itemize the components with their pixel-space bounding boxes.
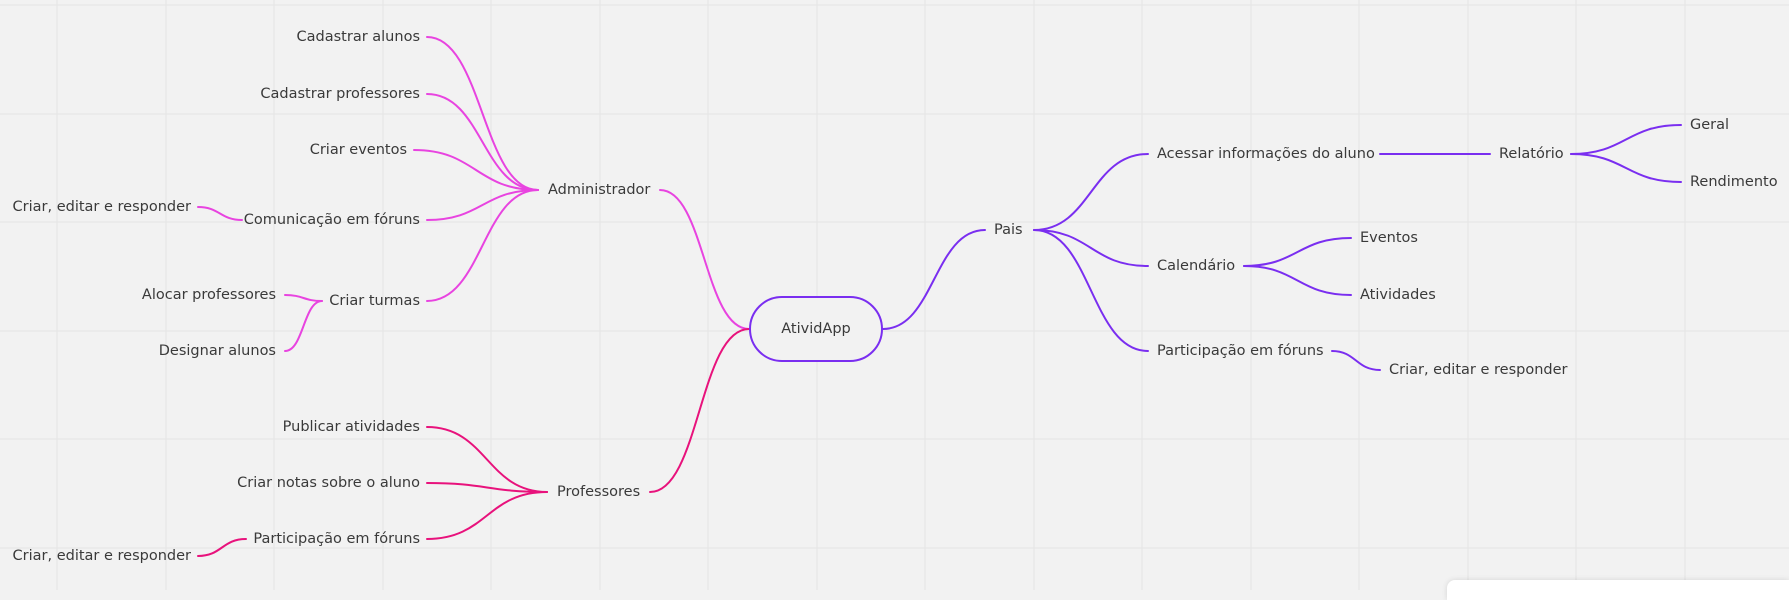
edge-comunicacao-criar-editar bbox=[197, 206, 243, 221]
edge-relatorio-rendimento bbox=[1570, 153, 1682, 183]
edge-admin-comunicacao-foruns bbox=[426, 189, 539, 221]
edge-root-administrador bbox=[659, 189, 750, 330]
node-prof-criar-editar-responder[interactable]: Criar, editar e responder bbox=[12, 548, 191, 564]
connector-lines bbox=[197, 36, 1682, 557]
edge-root-professores bbox=[649, 328, 750, 493]
node-eventos[interactable]: Eventos bbox=[1360, 230, 1418, 246]
edge-prof-participacao-criar-editar bbox=[197, 538, 247, 557]
node-prof-participacao-foruns[interactable]: Participação em fóruns bbox=[253, 531, 420, 547]
node-alocar-professores[interactable]: Alocar professores bbox=[141, 287, 276, 303]
bottom-right-panel[interactable] bbox=[1447, 580, 1789, 600]
edge-admin-cadastrar-alunos bbox=[426, 36, 539, 191]
node-criar-notas[interactable]: Criar notas sobre o aluno bbox=[237, 475, 420, 491]
node-calendario[interactable]: Calendário bbox=[1157, 258, 1236, 274]
edge-prof-publicar bbox=[426, 426, 548, 493]
node-rendimento[interactable]: Rendimento bbox=[1690, 174, 1778, 190]
node-pais-participacao-foruns[interactable]: Participação em fóruns bbox=[1157, 343, 1324, 359]
node-publicar-atividades[interactable]: Publicar atividades bbox=[282, 419, 420, 435]
node-cadastrar-professores[interactable]: Cadastrar professores bbox=[260, 86, 420, 102]
node-criar-turmas[interactable]: Criar turmas bbox=[329, 293, 420, 309]
edge-calendario-eventos bbox=[1243, 237, 1352, 267]
node-professores[interactable]: Professores bbox=[557, 484, 641, 500]
edge-turmas-alocar bbox=[284, 294, 323, 302]
node-administrador[interactable]: Administrador bbox=[548, 182, 651, 198]
edge-pais-acessar bbox=[1033, 153, 1149, 231]
node-comunicacao-foruns[interactable]: Comunicação em fóruns bbox=[243, 212, 420, 228]
root-node-label: AtividApp bbox=[781, 321, 851, 337]
node-cadastrar-alunos[interactable]: Cadastrar alunos bbox=[296, 29, 420, 45]
node-pais[interactable]: Pais bbox=[994, 222, 1023, 238]
node-acessar-informacoes[interactable]: Acessar informações do aluno bbox=[1157, 146, 1375, 162]
edge-prof-participacao bbox=[426, 491, 548, 540]
edge-root-pais bbox=[882, 229, 986, 330]
edge-pais-participacao bbox=[1033, 229, 1149, 352]
node-atividades[interactable]: Atividades bbox=[1360, 287, 1436, 303]
node-geral[interactable]: Geral bbox=[1690, 117, 1730, 133]
edge-pais-calendario bbox=[1033, 229, 1149, 267]
edge-turmas-designar bbox=[284, 300, 323, 352]
edge-admin-cadastrar-professores bbox=[426, 93, 539, 191]
node-designar-alunos[interactable]: Designar alunos bbox=[158, 343, 276, 359]
edge-admin-criar-turmas bbox=[426, 189, 539, 302]
edge-admin-criar-eventos bbox=[413, 149, 539, 191]
node-relatorio[interactable]: Relatório bbox=[1499, 146, 1564, 162]
node-criar-eventos[interactable]: Criar eventos bbox=[309, 142, 407, 158]
node-admin-criar-editar-responder[interactable]: Criar, editar e responder bbox=[12, 199, 191, 215]
node-pais-criar-editar-responder[interactable]: Criar, editar e responder bbox=[1389, 362, 1568, 378]
root-node-atividapp[interactable]: AtividApp bbox=[749, 296, 883, 362]
edge-participacao-criar-editar bbox=[1331, 350, 1381, 371]
edge-relatorio-geral bbox=[1570, 124, 1682, 155]
edge-prof-criar-notas bbox=[426, 482, 548, 493]
edge-calendario-atividades bbox=[1243, 265, 1352, 296]
